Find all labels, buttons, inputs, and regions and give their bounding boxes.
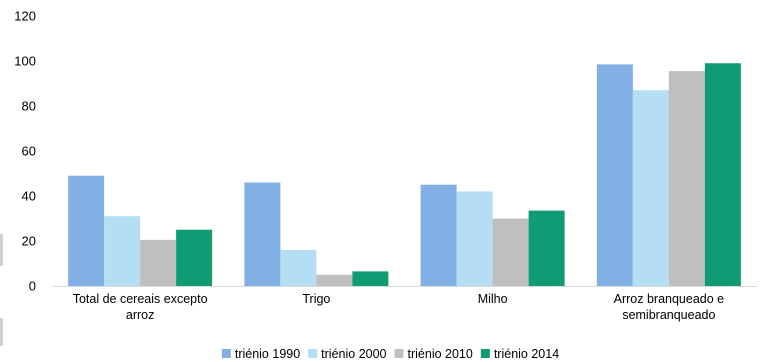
legend-label: triénio 2000 — [321, 347, 386, 361]
y-axis: 0 20 40 60 80 100 120 — [14, 9, 36, 294]
bar-triénio-1990-2 — [420, 184, 457, 286]
legend-label: triénio 2014 — [494, 347, 559, 361]
bar-triénio-2014-2 — [528, 210, 565, 286]
bar-triénio-1990-3 — [596, 64, 633, 286]
bar-triénio-2000-2 — [456, 191, 493, 286]
category-label: Trigo — [302, 292, 330, 306]
legend-item: triénio 2014 — [480, 347, 559, 361]
bar-triénio-2014-3 — [704, 63, 741, 286]
bar-triénio-1990-0 — [68, 175, 105, 286]
category-label: Milho — [478, 292, 508, 306]
bar-triénio-2014-1 — [352, 271, 389, 286]
y-tick-label: 40 — [22, 189, 36, 204]
bar-triénio-1990-1 — [244, 182, 281, 286]
y-tick-label: 100 — [14, 54, 36, 69]
category-label: Total de cereais excepto arroz — [73, 292, 208, 322]
bar-triénio-2000-3 — [632, 90, 669, 286]
legend-swatch — [480, 349, 490, 358]
legend-swatch — [221, 349, 231, 358]
bar-triénio-2010-3 — [668, 71, 705, 286]
bar-triénio-2000-1 — [280, 250, 317, 286]
bar-triénio-2010-2 — [492, 218, 529, 286]
legend-label: triénio 1990 — [235, 347, 300, 361]
category-labels: Total de cereais excepto arroz Trigo Milho A… — [73, 292, 724, 322]
bar-triénio-2010-0 — [140, 239, 177, 286]
bar-triénio-2010-1 — [316, 274, 353, 286]
legend-item: triénio 2010 — [394, 347, 473, 361]
legend: triénio 1990 triénio 2000 triénio 2010 trié… — [221, 347, 559, 361]
y-tick-label: 0 — [29, 279, 36, 294]
legend-swatch — [394, 349, 404, 358]
legend-swatch — [308, 349, 318, 358]
y-tick-label: 80 — [22, 99, 36, 114]
y-tick-label: 120 — [14, 9, 36, 24]
bar-triénio-2014-0 — [176, 229, 213, 286]
legend-label: triénio 2010 — [408, 347, 473, 361]
legend-item: triénio 1990 — [221, 347, 300, 361]
bar-triénio-2000-0 — [104, 216, 141, 286]
left-edge-mark-lower — [0, 318, 3, 346]
bars — [68, 63, 741, 286]
category-label: Arroz branqueado e semibranqueado — [614, 292, 725, 322]
left-edge-mark-upper — [0, 234, 3, 266]
y-tick-label: 60 — [22, 144, 36, 159]
y-tick-label: 20 — [22, 234, 36, 249]
legend-item: triénio 2000 — [308, 347, 387, 361]
